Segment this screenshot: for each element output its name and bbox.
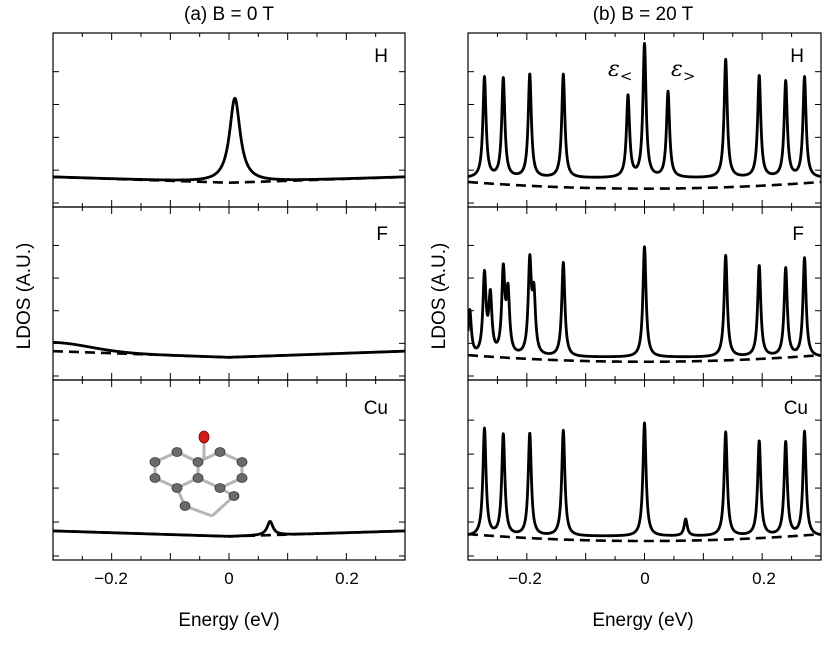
right-xtick-label-pos: 0.2 <box>752 569 776 588</box>
left-panel-label-f: F <box>376 224 388 245</box>
right-cu-ldos-curve <box>468 421 821 538</box>
right-cu-dashed-curve <box>468 532 821 543</box>
left-xtick-label-neg: −0.2 <box>94 569 128 588</box>
left-cu-ldos-curve <box>53 519 405 538</box>
right-h-ldos-curve <box>468 41 821 179</box>
right-h-dashed-curve <box>468 180 821 190</box>
left-xtick-label-pos: 0.2 <box>335 569 359 588</box>
left-f-ldos-curve <box>53 340 405 359</box>
left-h-panel-frame <box>52 32 406 208</box>
left-panel-label-h: H <box>374 46 388 67</box>
right-panel-label-f: F <box>792 224 804 245</box>
right-cu-panel-frame <box>467 379 822 561</box>
right-f-panel-frame <box>467 206 822 381</box>
left-xtick-label-zero: 0 <box>224 569 233 588</box>
left-xlabel: Energy (eV) <box>178 610 279 631</box>
left-h-ldos-curve <box>53 96 405 182</box>
right-panel-label-cu: Cu <box>784 398 808 419</box>
adsorbate-molecule-inset <box>149 430 248 518</box>
eps-greater-annotation: ε> <box>671 57 695 85</box>
eps-less-annotation: ε< <box>608 57 632 85</box>
right-f-ldos-curve <box>468 245 821 359</box>
right-ylabel: LDOS (A.U.) <box>429 243 450 350</box>
left-panel-label-cu: Cu <box>364 398 388 419</box>
left-title: (a) B = 0 T <box>184 4 274 25</box>
left-ylabel: LDOS (A.U.) <box>14 243 35 350</box>
right-panel-label-h: H <box>790 46 804 67</box>
right-xlabel: Energy (eV) <box>592 610 693 631</box>
right-f-dashed-curve <box>468 353 821 364</box>
right-xtick-label-neg: −0.2 <box>508 569 542 588</box>
right-title: (b) B = 20 T <box>593 4 694 25</box>
right-xtick-label-zero: 0 <box>640 569 649 588</box>
